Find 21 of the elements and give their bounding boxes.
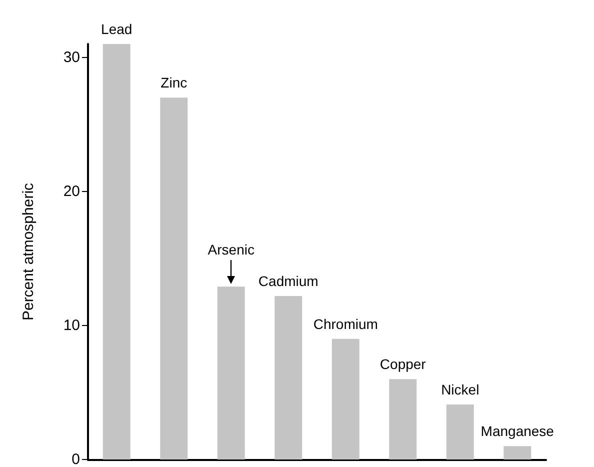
y-axis-title: Percent atmospheric [20,182,37,321]
x-tick-label: Nickel [441,382,480,398]
y-tick-label: 30 [63,48,80,66]
x-tick-label: Copper [380,356,426,372]
y-tick-label: 0 [72,451,80,467]
y-tick-label: 20 [63,182,80,200]
bar [446,404,474,460]
x-tick-label: Cadmium [258,272,318,289]
bar [389,379,417,460]
x-tick-label: Lead [101,21,132,37]
y-tick-label: 10 [63,316,80,334]
bar [504,446,532,460]
bar [332,338,360,460]
x-tick-label: Manganese [480,423,554,440]
x-tick-label: Arsenic [208,242,254,258]
x-tick-label: Chromium [313,316,378,332]
bar [102,44,130,460]
bar [217,286,245,460]
bar [160,98,188,460]
bar [274,296,302,460]
x-tick-label: Zinc [160,74,188,91]
